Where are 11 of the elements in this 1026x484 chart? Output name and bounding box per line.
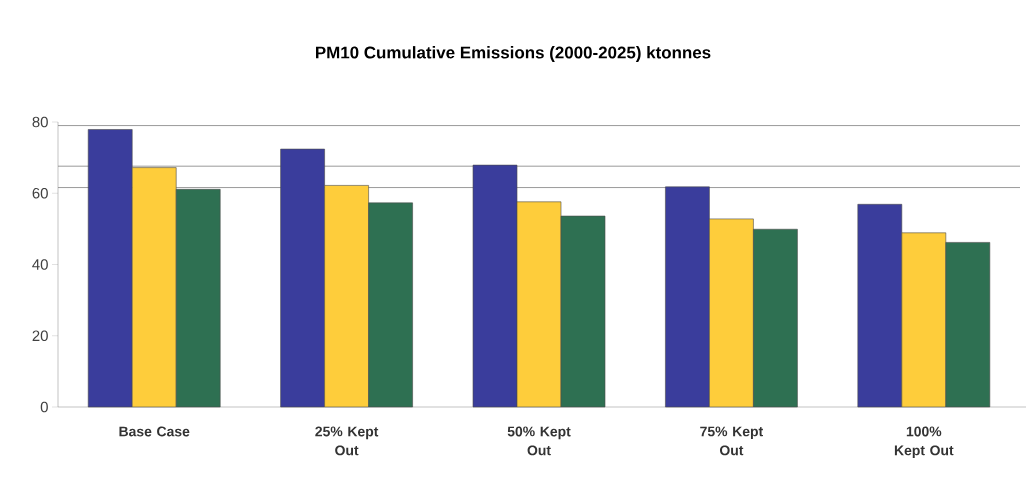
y-tick-label: 20 [32, 330, 48, 342]
x-tick-label: 75% Kept Out [700, 426, 763, 456]
y-tick-label: 80 [32, 116, 48, 128]
y-tick-label: 40 [32, 259, 48, 270]
x-tick-label: 100% Kept Out [894, 426, 954, 459]
x-tick-label: 25% Kept Out [315, 426, 379, 456]
x-tick-label: 50% Kept Out [507, 426, 571, 456]
chart-title: PM10 Cumulative Emissions (2000-2025) ktonnes [316, 46, 711, 62]
y-tick-label: 60 [32, 187, 48, 199]
x-tick-label: Base Case [119, 426, 190, 437]
y-tick-label: 0 [40, 401, 48, 413]
